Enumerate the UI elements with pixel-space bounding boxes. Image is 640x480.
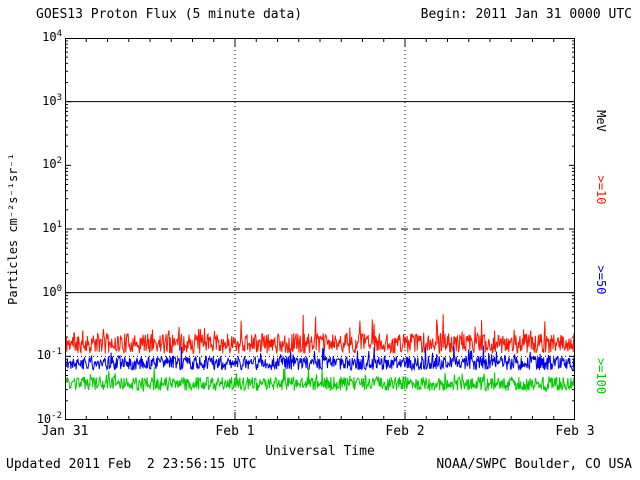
begin-timestamp: Begin: 2011 Jan 31 0000 UTC	[420, 7, 632, 22]
y-tick-label: 10-1	[36, 347, 62, 363]
y-tick-label: 10-2	[36, 411, 62, 426]
y-tick-label: 104	[42, 29, 62, 44]
plot-svg	[65, 38, 575, 420]
series-label-ge100: >=100	[594, 357, 608, 395]
chart-title: GOES13 Proton Flux (5 minute data)	[36, 7, 303, 22]
source-label: NOAA/SWPC Boulder, CO USA	[436, 457, 632, 472]
series-label-ge10: >=10	[594, 175, 608, 205]
x-tick-label: Jan 31	[41, 424, 89, 439]
y-tick-label: 103	[42, 92, 62, 108]
x-tick-label: Feb 1	[215, 424, 255, 439]
series-label-ge50: >=50	[594, 265, 608, 295]
x-axis-title: Universal Time	[265, 444, 375, 459]
y-tick-label: 100	[42, 283, 62, 299]
updated-timestamp: Updated 2011 Feb 2 23:56:15 UTC	[6, 457, 257, 472]
y-tick-label: 101	[42, 220, 62, 235]
plot-area	[65, 38, 575, 420]
x-tick-label: Feb 3	[555, 424, 595, 439]
x-tick-label: Feb 2	[385, 424, 425, 439]
y-tick-label: 102	[42, 156, 62, 172]
right-unit-label: MeV	[594, 110, 608, 132]
